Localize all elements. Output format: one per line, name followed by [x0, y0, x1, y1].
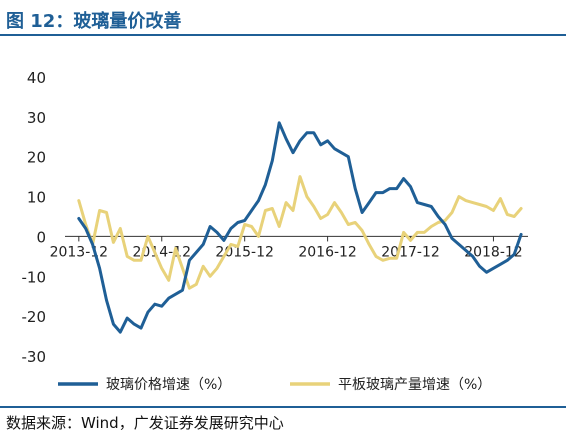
x-tick-label: 2018-12 [464, 244, 523, 260]
y-axis: -30 -20 -10 0 10 20 30 40 [22, 69, 47, 366]
x-tick-label: 2013-12 [50, 244, 109, 260]
y-tick-label: -10 [22, 268, 47, 286]
source-note: 数据来源：Wind，广发证券发展研究中心 [6, 414, 284, 432]
y-tick-label: 20 [27, 149, 46, 167]
x-axis: 2013-12 2014-12 2015-12 2016-12 2017-12 2018-… [50, 235, 528, 260]
series-line-output [77, 175, 523, 290]
legend: 玻璃价格增速（%） 平板玻璃产量增速（%） [58, 376, 491, 393]
figure-title: 图 12：玻璃量价改善 [6, 11, 182, 32]
series-line-price [77, 121, 523, 334]
y-tick-label: -30 [22, 348, 47, 366]
y-tick-label: 10 [27, 189, 46, 207]
title-bar: 图 12：玻璃量价改善 [0, 0, 566, 36]
x-tick-label: 2016-12 [298, 244, 357, 260]
legend-item-price-label: 玻璃价格增速（%） [106, 376, 231, 393]
y-tick-label: 40 [27, 69, 46, 87]
legend-item-output-label: 平板玻璃产量增速（%） [338, 376, 491, 393]
y-tick-label: 0 [36, 228, 46, 246]
line-chart: -30 -20 -10 0 10 20 30 40 2013-12 2014-12 2015-12… [22, 69, 528, 393]
y-tick-label: -20 [22, 308, 47, 326]
footer-divider [0, 406, 566, 408]
y-tick-label: 30 [27, 109, 46, 127]
series-layer [77, 121, 523, 334]
